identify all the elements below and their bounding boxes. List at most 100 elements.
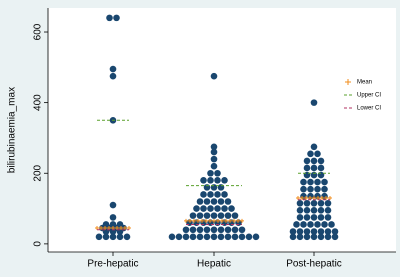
point (109, 72, 117, 80)
point (168, 233, 176, 241)
point (307, 185, 314, 193)
point (303, 157, 311, 165)
point (324, 228, 332, 235)
point (196, 212, 204, 219)
point (109, 221, 117, 228)
point (310, 214, 318, 221)
point (182, 233, 190, 241)
mean-marker (296, 195, 332, 200)
point (196, 226, 204, 234)
point (109, 233, 117, 241)
point (314, 178, 321, 186)
point (300, 185, 307, 193)
point (231, 212, 239, 219)
point (200, 191, 207, 198)
mean-marker (184, 218, 244, 223)
point (210, 148, 218, 156)
point (289, 228, 297, 235)
point (109, 201, 117, 209)
point (224, 212, 232, 219)
point (296, 233, 304, 241)
point (296, 199, 304, 207)
point (210, 233, 218, 241)
point (210, 162, 218, 170)
point (300, 221, 307, 228)
point (296, 207, 304, 214)
point (207, 205, 214, 212)
point (193, 205, 200, 212)
point (113, 14, 120, 22)
point (245, 233, 253, 241)
point (310, 233, 318, 241)
point (196, 233, 204, 241)
point (217, 198, 225, 205)
point (224, 233, 232, 241)
point (231, 233, 239, 241)
point (317, 214, 325, 221)
point (217, 226, 225, 234)
point (307, 178, 314, 186)
point (224, 226, 232, 234)
point (310, 171, 318, 179)
y-axis-label: bilirubinaemia_max (7, 87, 18, 173)
point (303, 207, 311, 214)
point (238, 226, 246, 234)
point (317, 164, 325, 172)
point (310, 99, 318, 106)
mean-marker (95, 225, 131, 230)
x-tick-label: Hepatic (197, 259, 231, 270)
point (317, 157, 325, 165)
point (303, 164, 311, 172)
point (321, 178, 328, 186)
point (116, 221, 124, 228)
point (221, 177, 228, 184)
point (303, 199, 311, 207)
point (310, 157, 318, 165)
y-tick-label: 200 (33, 164, 44, 181)
y-tick-label: 400 (33, 94, 44, 111)
point (296, 228, 304, 235)
point (207, 169, 214, 177)
point (210, 212, 218, 219)
point (296, 214, 304, 221)
point (203, 226, 211, 234)
point (203, 212, 211, 219)
point (175, 233, 183, 241)
point (102, 233, 110, 241)
point (217, 212, 225, 219)
point (189, 233, 197, 241)
point (231, 226, 239, 234)
point (196, 198, 204, 205)
point (314, 221, 321, 228)
point (303, 233, 311, 241)
point (324, 233, 332, 241)
point (324, 199, 332, 207)
point (210, 155, 218, 163)
point (331, 233, 339, 241)
point (252, 233, 260, 241)
point (116, 233, 124, 241)
point (95, 233, 103, 241)
legend-symbol (345, 79, 351, 85)
point (217, 233, 225, 241)
point (214, 169, 221, 177)
point (238, 233, 246, 241)
point (293, 221, 300, 228)
point (200, 177, 207, 184)
point (310, 207, 318, 214)
point (310, 164, 318, 172)
point (203, 184, 211, 191)
point (289, 233, 297, 241)
point (210, 198, 218, 205)
point (314, 185, 321, 193)
point (189, 226, 197, 234)
point (221, 205, 228, 212)
point (317, 233, 325, 241)
point (310, 143, 318, 151)
point (324, 207, 332, 214)
point (214, 191, 221, 198)
point (307, 221, 314, 228)
legend-label: Mean (357, 80, 372, 86)
point (102, 221, 110, 228)
point (224, 198, 232, 205)
